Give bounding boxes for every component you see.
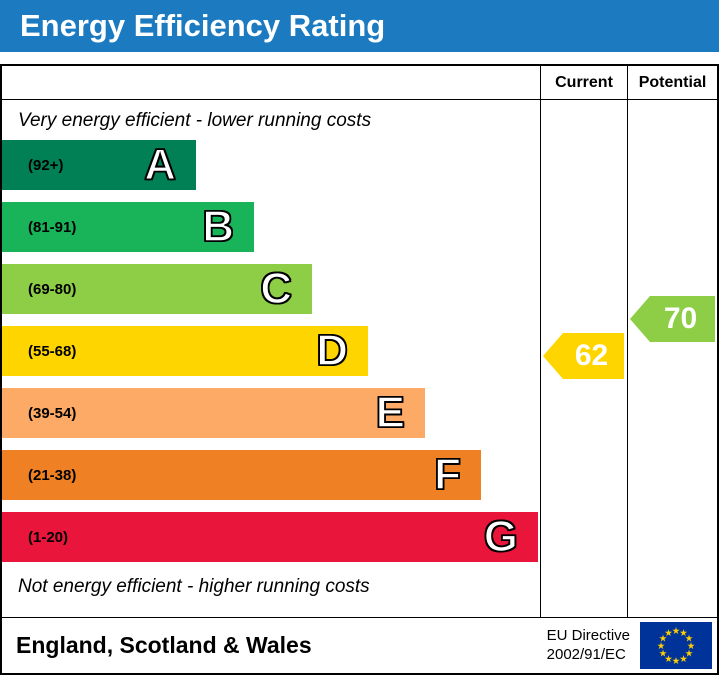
bottom-note: Not energy efficient - higher running co…	[18, 576, 370, 597]
svg-text:★: ★	[672, 656, 681, 667]
eu-flag-icon: ★★★★★★★★★★★★	[640, 622, 712, 669]
band-letter: B	[201, 202, 234, 251]
rating-band-c: (69-80) C	[2, 264, 312, 314]
rating-band-b: (81-91) B	[2, 202, 254, 252]
svg-text:★: ★	[679, 654, 688, 665]
band-range-label: (39-54)	[28, 404, 77, 422]
band-letter: C	[259, 264, 292, 313]
band-range-label: (21-38)	[28, 466, 77, 484]
potential-rating-value: 70	[663, 302, 698, 335]
svg-text:★: ★	[685, 648, 694, 659]
table-body: Very energy efficient - lower running co…	[2, 100, 717, 617]
current-column-header: Current	[540, 66, 627, 99]
rating-scale: (92+) A (81-91) B (69-80) C (55-68) D (39-54) E (2…	[2, 140, 540, 562]
current-rating-value: 62	[574, 339, 609, 372]
rating-band-e: (39-54) E	[2, 388, 425, 438]
current-column: 62	[540, 100, 627, 617]
band-letter: D	[315, 326, 348, 375]
band-letter: G	[483, 512, 519, 561]
rating-table: Current Potential Very energy efficient …	[0, 64, 719, 675]
svg-text:★: ★	[687, 641, 696, 652]
bands-column: Very energy efficient - lower running co…	[2, 100, 540, 617]
band-range-label: (55-68)	[28, 342, 77, 360]
page-title: Energy Efficiency Rating	[20, 8, 386, 43]
svg-text:★: ★	[672, 626, 681, 637]
eu-directive-line1: EU Directive	[546, 626, 630, 644]
band-range-label: (69-80)	[28, 280, 77, 298]
svg-text:★: ★	[685, 633, 694, 644]
svg-text:★: ★	[679, 628, 688, 639]
eu-directive-line2: 2002/91/EC	[546, 645, 626, 663]
band-range-label: (81-91)	[28, 218, 77, 236]
rating-band-a: (92+) A	[2, 140, 196, 190]
potential-column-header: Potential	[627, 66, 717, 99]
band-range-label: (1-20)	[28, 528, 69, 546]
rating-band-f: (21-38) F	[2, 450, 481, 500]
band-range-label: (92+)	[28, 156, 64, 174]
band-letter: E	[375, 388, 406, 437]
eu-directive-label: EU Directive 2002/91/EC	[547, 627, 630, 665]
rating-band-g: (1-20) G	[2, 512, 538, 562]
current-rating-pointer: 62	[543, 333, 624, 379]
title-banner: Energy Efficiency Rating	[0, 0, 719, 52]
rating-band-d: (55-68) D	[2, 326, 368, 376]
band-letter: F	[433, 450, 461, 499]
svg-text:★: ★	[664, 628, 673, 639]
potential-column: 70	[627, 100, 717, 617]
footer-row: England, Scotland & Wales EU Directive 2…	[2, 617, 717, 673]
table-header-row: Current Potential	[2, 66, 717, 100]
top-note: Very energy efficient - lower running co…	[18, 110, 372, 131]
svg-text:★: ★	[659, 648, 668, 659]
potential-rating-pointer: 70	[630, 296, 715, 342]
svg-text:★: ★	[659, 633, 668, 644]
header-spacer	[2, 66, 540, 99]
band-letter: A	[143, 140, 176, 189]
region-label: England, Scotland & Wales	[16, 632, 312, 658]
svg-text:★: ★	[664, 654, 673, 665]
svg-text:★: ★	[657, 641, 666, 652]
